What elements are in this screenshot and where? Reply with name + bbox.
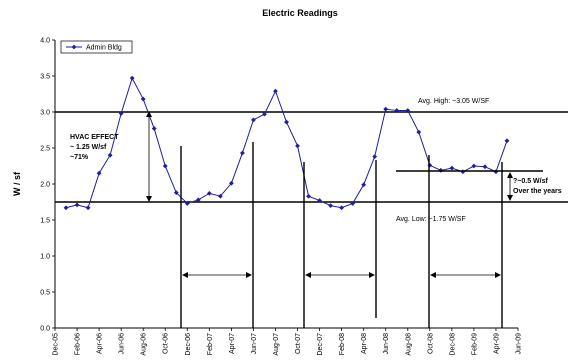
y-tick-label-0: 0.0 <box>40 326 50 333</box>
chart-title: Electric Readings <box>262 8 338 18</box>
hvac-effect-value: ~ 1.25 W/sf <box>70 144 107 151</box>
data-point-2006-11 <box>173 190 179 196</box>
data-point-2007-07 <box>262 111 267 117</box>
y-tick-label-2: 1.0 <box>40 254 50 261</box>
hvac-effect-percent: ~71% <box>70 154 89 161</box>
data-point-2007-11 <box>306 193 311 199</box>
avg-high-label: Avg. High: ~3.05 W/SF <box>418 98 489 105</box>
y-tick-label-4: 2.0 <box>40 182 50 189</box>
x-tick-label-11: Oct-07 <box>295 333 302 354</box>
x-tick-label-8: Apr-07 <box>229 333 236 354</box>
x-tick-label-20: Apr-09 <box>493 333 500 354</box>
x-tick-label-5: Oct-06 <box>163 333 170 354</box>
data-point-2006-08 <box>140 96 146 102</box>
settled-gap-note: Over the years <box>513 188 562 195</box>
data-point-2006-02 <box>74 202 80 208</box>
y-tick-label-3: 1.5 <box>40 218 50 225</box>
legend: Admin Bldg <box>60 40 133 54</box>
data-point-2009-02 <box>471 163 477 169</box>
data-point-2008-06 <box>383 106 389 112</box>
data-point-2007-09 <box>284 119 289 125</box>
series-admin-bldg-points <box>63 75 510 211</box>
data-point-2006-09 <box>151 126 157 131</box>
legend-entry-admin-bldg: Admin Bldg <box>86 45 122 52</box>
data-point-2007-04 <box>228 180 234 186</box>
data-point-2008-08 <box>405 108 411 113</box>
data-point-2008-01 <box>328 203 333 208</box>
hvac-effect-title: HVAC EFFECT <box>70 134 119 141</box>
y-axis-ticks: 0.0 0.5 1.0 1.5 2.0 2.5 3.0 3.5 4.0 <box>40 38 55 333</box>
data-point-2008-02 <box>339 205 345 211</box>
y-tick-label-5: 2.5 <box>40 146 50 153</box>
legend-swatch-marker <box>71 44 77 50</box>
x-tick-label-19: Feb-09 <box>471 333 478 355</box>
data-point-2007-12 <box>317 198 322 203</box>
data-point-2008-03 <box>350 201 356 206</box>
data-point-2007-05 <box>240 150 245 156</box>
x-tick-label-12: Dec-07 <box>317 333 324 356</box>
data-point-2006-04 <box>96 170 102 176</box>
legend-box <box>60 40 133 54</box>
x-tick-label-3: Jun-06 <box>119 333 126 355</box>
data-point-2006-06 <box>118 111 124 116</box>
x-tick-label-18: Dec-08 <box>449 333 456 356</box>
data-point-2007-02 <box>206 190 212 196</box>
x-tick-label-17: Oct-08 <box>427 333 434 354</box>
settled-gap-value: ?~0.5 W/sf <box>513 178 548 185</box>
data-point-2006-10 <box>162 163 168 169</box>
data-point-2006-12 <box>184 201 190 206</box>
x-tick-label-0: Dec-05 <box>53 333 60 356</box>
data-point-2008-09 <box>416 129 422 135</box>
data-point-2009-03 <box>482 164 488 170</box>
data-point-2006-05 <box>107 152 113 158</box>
x-axis-ticks: Dec-05 Feb-06 Apr-06 Jun-06 Aug-06 Oct-06 Dec-… <box>53 328 523 356</box>
x-tick-label-14: Apr-08 <box>361 333 368 354</box>
data-point-2009-04 <box>493 169 499 175</box>
data-point-2006-03 <box>85 205 91 211</box>
x-tick-label-7: Feb-07 <box>207 333 214 355</box>
y-tick-label-6: 3.0 <box>40 110 50 117</box>
y-tick-label-7: 3.5 <box>40 74 50 81</box>
x-tick-label-21: Jun-09 <box>516 333 523 355</box>
data-point-2009-01 <box>460 169 466 175</box>
x-tick-label-1: Feb-06 <box>75 333 82 355</box>
data-point-2008-10 <box>427 162 433 168</box>
y-tick-label-8: 4.0 <box>40 38 50 45</box>
data-point-2006-07 <box>129 75 135 81</box>
data-point-2007-03 <box>217 193 223 199</box>
data-point-2007-01 <box>195 197 201 203</box>
y-tick-label-1: 0.5 <box>40 290 50 297</box>
data-point-2006-01 <box>63 205 69 211</box>
data-point-2008-12 <box>449 165 455 171</box>
data-point-2009-05 <box>504 138 510 144</box>
x-tick-label-13: Feb-08 <box>339 333 346 355</box>
x-tick-label-16: Aug-08 <box>405 333 412 356</box>
x-tick-label-2: Apr-06 <box>97 333 104 354</box>
avg-low-label: Avg. Low: ~1.75 W/SF <box>396 216 466 223</box>
cycle-markers <box>146 111 543 328</box>
data-point-2007-08 <box>273 88 278 94</box>
data-point-2008-04 <box>361 182 367 188</box>
x-tick-label-6: Dec-06 <box>185 333 192 356</box>
data-point-2007-10 <box>295 143 300 149</box>
x-tick-label-15: Jun-08 <box>383 333 390 355</box>
data-point-2008-05 <box>372 154 378 160</box>
x-tick-label-4: Aug-06 <box>141 333 148 356</box>
data-point-2007-06 <box>251 117 256 123</box>
data-point-2008-07 <box>394 108 400 113</box>
x-tick-label-10: Aug-07 <box>273 333 280 356</box>
y-axis-label: W / sf <box>12 171 22 196</box>
x-tick-label-9: Jun-07 <box>251 333 258 355</box>
